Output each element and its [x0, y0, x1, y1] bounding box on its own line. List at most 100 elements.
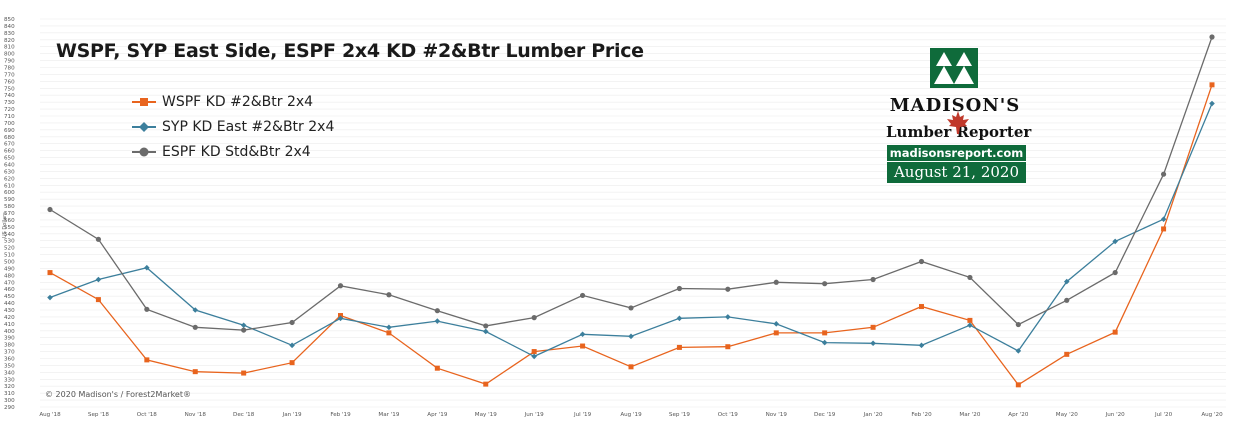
- y-tick-label: 460: [4, 287, 15, 293]
- mountain-logo-icon: [930, 48, 978, 88]
- y-tick-label: 610: [4, 183, 15, 189]
- copyright-text: © 2020 Madison's / Forest2Market®: [45, 390, 191, 399]
- data-point-0-12: [628, 364, 634, 370]
- x-tick-label: Apr '19: [427, 412, 448, 418]
- y-tick-label: 450: [4, 294, 15, 300]
- y-axis-ticks: 2903003103203303403503603703803904004104…: [4, 17, 15, 411]
- y-tick-label: 680: [4, 135, 15, 141]
- data-point-0-11: [580, 343, 586, 349]
- x-tick-label: Jul '19: [573, 412, 592, 418]
- data-point-1-4: [240, 322, 247, 329]
- data-point-2-24: [1209, 34, 1215, 40]
- y-tick-label: 400: [4, 329, 15, 335]
- madisons-logo: MADISON'S Lumber Reporter madisonsreport…: [882, 44, 1032, 184]
- data-point-2-19: [967, 274, 973, 281]
- data-point-2-15: [773, 279, 779, 285]
- data-point-0-1: [95, 297, 101, 303]
- data-point-0-3: [192, 369, 198, 375]
- data-point-0-13: [676, 344, 682, 350]
- x-tick-label: Jun '19: [524, 412, 545, 418]
- chart-title: WSPF, SYP East Side, ESPF 2x4 KD #2&Btr …: [56, 40, 644, 62]
- y-tick-label: 600: [4, 190, 15, 196]
- data-point-0-21: [1064, 351, 1070, 357]
- x-tick-label: Dec '19: [814, 412, 836, 418]
- y-tick-label: 370: [4, 350, 15, 356]
- y-tick-label: 320: [4, 384, 15, 390]
- data-point-2-21: [1064, 297, 1070, 303]
- data-point-1-19: [967, 322, 973, 329]
- data-point-2-4: [241, 327, 247, 333]
- y-tick-label: 670: [4, 142, 15, 148]
- x-tick-label: May '19: [475, 412, 497, 418]
- y-tick-label: 780: [4, 66, 15, 72]
- series-line-2: [49, 36, 1213, 331]
- data-point-1-21: [1063, 278, 1070, 285]
- data-point-0-14: [725, 344, 731, 350]
- x-tick-label: Nov '19: [766, 412, 788, 418]
- y-tick-label: 750: [4, 86, 15, 92]
- y-tick-label: 350: [4, 363, 15, 369]
- y-tick-label: 440: [4, 301, 15, 307]
- y-tick-label: 590: [4, 197, 15, 203]
- x-tick-label: Jan '19: [282, 412, 302, 418]
- data-point-2-8: [434, 308, 440, 314]
- data-point-0-20: [1015, 382, 1021, 388]
- data-point-0-18: [919, 304, 924, 310]
- data-point-1-16: [821, 339, 828, 346]
- data-point-2-3: [192, 324, 198, 330]
- y-tick-label: 380: [4, 343, 15, 349]
- data-point-2-11: [579, 292, 586, 299]
- legend-item-wspf: WSPF KD #2&Btr 2x4: [132, 89, 334, 114]
- y-tick-label: 290: [4, 405, 15, 411]
- data-point-2-17: [870, 276, 876, 283]
- data-point-2-7: [386, 292, 392, 298]
- y-tick-label: 710: [4, 114, 15, 120]
- x-tick-label: Aug '20: [1201, 412, 1223, 418]
- y-tick-label: 470: [4, 280, 15, 286]
- data-point-1-6: [337, 315, 344, 322]
- x-tick-label: Jan '20: [863, 412, 883, 418]
- data-point-1-5: [289, 342, 295, 349]
- y-tick-label: 840: [4, 24, 15, 30]
- data-point-0-4: [241, 370, 247, 376]
- data-point-2-12: [628, 305, 634, 311]
- legend-item-syp: SYP KD East #2&Btr 2x4: [132, 114, 334, 139]
- y-tick-label: 390: [4, 336, 15, 342]
- legend-label-syp: SYP KD East #2&Btr 2x4: [162, 118, 335, 135]
- logo-name: MADISON'S: [889, 95, 1021, 116]
- x-axis-ticks: Aug '18 Sep '18 Oct '18 Nov '18 Dec '18 Jan '…: [39, 412, 1223, 418]
- legend: WSPF KD #2&Btr 2x4 SYP KD East #2&Btr 2x…: [132, 89, 334, 164]
- data-point-0-24: [1209, 82, 1215, 88]
- y-tick-label: 810: [4, 45, 15, 51]
- y-tick-label: 580: [4, 204, 15, 210]
- data-point-2-23: [1160, 171, 1167, 177]
- data-point-1-20: [1015, 348, 1022, 354]
- data-point-2-0: [47, 206, 53, 213]
- data-point-2-18: [918, 258, 925, 265]
- y-tick-label: 490: [4, 266, 15, 272]
- data-point-0-15: [773, 330, 779, 336]
- data-point-2-22: [1112, 269, 1118, 276]
- data-point-2-2: [144, 306, 150, 312]
- data-point-1-0: [47, 294, 53, 301]
- y-tick-label: 560: [4, 218, 15, 224]
- legend-item-espf: ESPF KD Std&Btr 2x4: [132, 139, 334, 164]
- x-tick-label: Nov '18: [185, 412, 207, 418]
- data-point-1-11: [579, 331, 586, 338]
- gridlines: [40, 18, 1226, 408]
- legend-swatch-espf: [132, 147, 156, 156]
- x-tick-label: Aug '18: [39, 412, 61, 418]
- x-tick-label: Oct '18: [137, 412, 158, 418]
- x-tick-label: Feb '20: [911, 412, 932, 418]
- y-tick-label: 620: [4, 176, 15, 182]
- y-tick-label: 480: [4, 273, 15, 279]
- data-point-1-22: [1112, 238, 1118, 245]
- x-tick-label: Sep '19: [669, 412, 690, 418]
- data-point-2-10: [531, 315, 537, 321]
- data-point-0-7: [386, 330, 392, 336]
- y-tick-label: 640: [4, 163, 15, 169]
- data-point-1-1: [95, 276, 102, 283]
- data-point-1-18: [918, 342, 925, 349]
- x-tick-label: Feb '19: [330, 412, 351, 418]
- x-tick-label: Mar '20: [959, 412, 980, 418]
